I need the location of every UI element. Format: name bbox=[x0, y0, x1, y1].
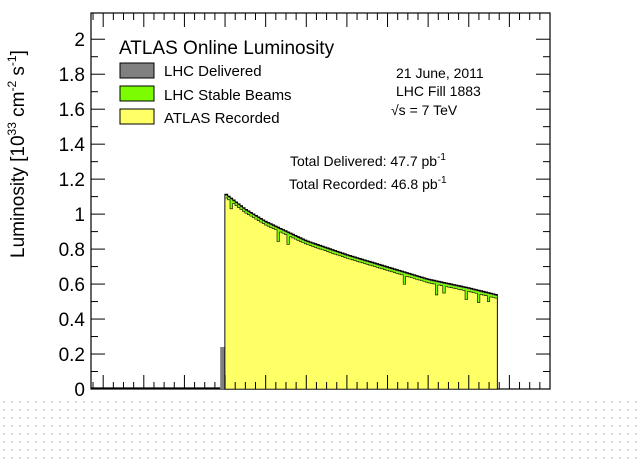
y-tick-label: 0.4 bbox=[59, 310, 86, 331]
x-axis-ticks: 22h 01h bbox=[87, 13, 551, 400]
y-tick-label: 1.2 bbox=[59, 170, 85, 191]
x-tick-label: 22h bbox=[87, 399, 119, 400]
total-recorded: Total Recorded: 46.8 pb-1 bbox=[289, 175, 447, 192]
y-tick-label: 1.6 bbox=[59, 100, 85, 121]
series-delivered-ramp bbox=[220, 347, 226, 389]
y-tick-label: 2 bbox=[74, 30, 85, 51]
legend-swatch-stable-beams bbox=[119, 85, 155, 102]
legend-swatch-delivered bbox=[119, 62, 155, 79]
chart-title: ATLAS Online Luminosity bbox=[119, 38, 335, 59]
y-tick-label: 1 bbox=[74, 205, 85, 226]
info-fill: LHC Fill 1883 bbox=[396, 83, 481, 99]
y-axis-ticks: 0 0.2 0.4 0.6 0.8 1 1.2 1.4 1.6 1.8 2 bbox=[59, 30, 550, 400]
info-date: 21 June, 2011 bbox=[396, 65, 484, 81]
legend-label-delivered: LHC Delivered bbox=[164, 63, 262, 80]
background-dot-pattern bbox=[0, 398, 640, 459]
y-axis-label: Luminosity [1033 cm-2 s-1] bbox=[5, 50, 29, 258]
legend-label-stable-beams: LHC Stable Beams bbox=[164, 87, 292, 104]
y-tick-label: 1.8 bbox=[59, 65, 85, 86]
luminosity-chart: 0 0.2 0.4 0.6 0.8 1 1.2 1.4 1.6 1.8 2 22h 01h Lumin… bbox=[5, 12, 551, 400]
legend-swatch-recorded bbox=[119, 108, 155, 125]
y-tick-label: 0.2 bbox=[59, 345, 85, 366]
y-tick-label: 0.8 bbox=[59, 240, 85, 261]
info-energy: √s = 7 TeV bbox=[391, 102, 458, 118]
series-recorded bbox=[224, 197, 498, 390]
x-tick-label: 01h bbox=[209, 399, 241, 400]
legend-label-recorded: ATLAS Recorded bbox=[164, 110, 280, 127]
total-delivered: Total Delivered: 47.7 pb-1 bbox=[290, 152, 446, 169]
y-tick-label: 1.4 bbox=[59, 135, 86, 156]
legend: LHC Delivered LHC Stable Beams ATLAS Rec… bbox=[119, 62, 292, 127]
series-layer bbox=[91, 193, 498, 390]
y-tick-label: 0 bbox=[74, 380, 85, 400]
y-tick-label: 0.6 bbox=[59, 275, 85, 296]
